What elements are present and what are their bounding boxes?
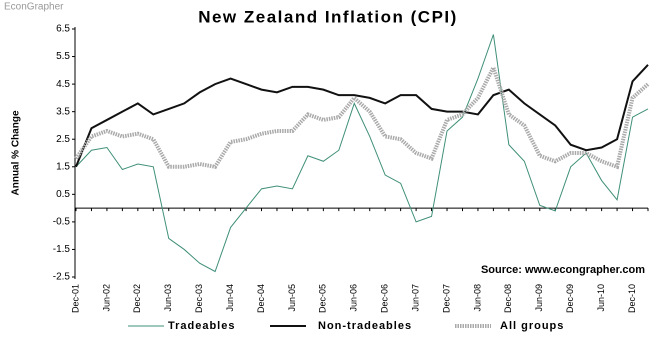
- legend-label: Tradeables: [168, 320, 235, 332]
- x-tick-label: Dec-07: [441, 284, 451, 313]
- x-tick-label: Dec-06: [380, 284, 390, 313]
- x-tick-label: Jun-09: [534, 284, 544, 312]
- legend-label: Non-tradeables: [318, 320, 412, 332]
- series-line: [75, 64, 649, 168]
- y-tick-label: 3.5: [56, 106, 70, 117]
- x-tick-label: Dec-04: [256, 284, 266, 313]
- x-tick-label: Jun-07: [410, 284, 420, 312]
- x-tick-label: Dec-10: [627, 284, 637, 313]
- x-tick-label: Jun-10: [596, 284, 606, 312]
- x-tick-label: Jun-03: [163, 284, 173, 312]
- source-note: Source: www.econgrapher.com: [481, 264, 645, 276]
- y-tick-label: -1.5: [53, 244, 71, 255]
- y-tick-label: 5.5: [56, 51, 70, 62]
- y-tick-label: -2.5: [53, 272, 71, 283]
- watermark: EconGrapher: [4, 2, 64, 13]
- x-tick-label: Jun-05: [287, 284, 297, 312]
- series-line: [74, 62, 650, 170]
- series-line: [75, 34, 649, 273]
- x-tick-label: Jun-06: [349, 284, 359, 312]
- chart-title: New Zealand Inflation (CPI): [198, 7, 458, 26]
- y-tick-label: 0.5: [56, 189, 70, 200]
- y-tick-label: 2.5: [56, 134, 70, 145]
- x-tick-label: Dec-08: [503, 284, 513, 313]
- y-tick-label: 4.5: [56, 79, 70, 90]
- y-tick-label: 6.5: [56, 24, 70, 35]
- x-tick-label: Dec-09: [565, 284, 575, 313]
- x-tick-label: Dec-02: [132, 284, 142, 313]
- x-tick-label: Jun-04: [225, 284, 235, 312]
- x-tick-label: Jun-02: [101, 284, 111, 312]
- y-tick-label: 1.5: [56, 161, 70, 172]
- x-tick-label: Dec-05: [318, 284, 328, 313]
- x-tick-label: Dec-03: [194, 284, 204, 313]
- legend-label: All groups: [500, 320, 564, 332]
- x-tick-label: Jun-08: [472, 284, 482, 312]
- x-tick-label: Dec-01: [70, 284, 80, 313]
- y-axis-label: Annual % Change: [11, 110, 22, 195]
- y-tick-label: -0.5: [53, 217, 71, 228]
